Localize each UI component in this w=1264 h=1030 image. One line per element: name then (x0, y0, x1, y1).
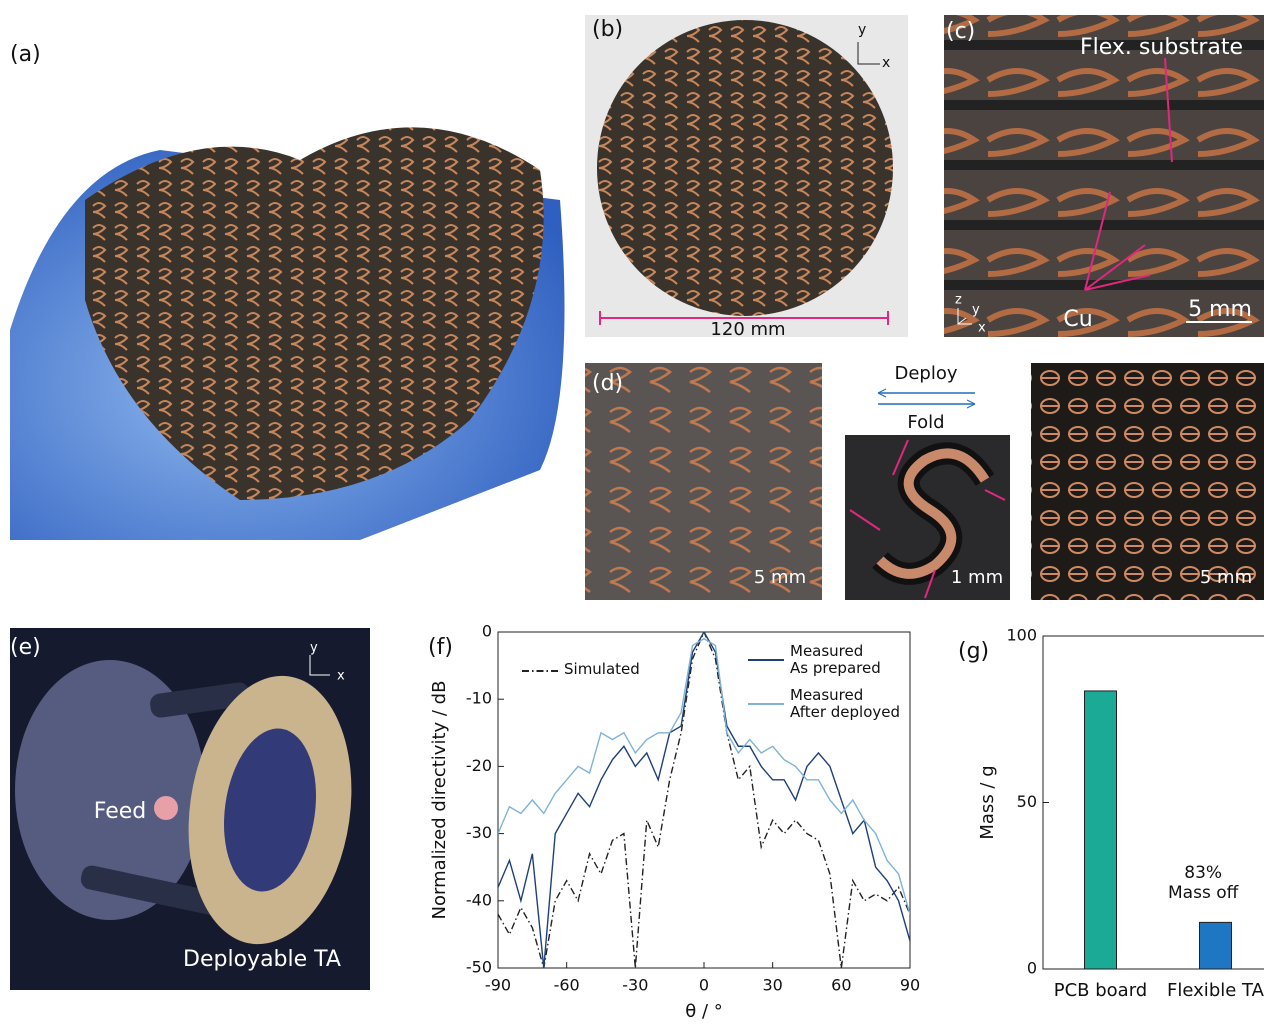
axis-label: y (858, 22, 866, 38)
photo-a (10, 127, 565, 540)
x-tick-label: 30 (762, 976, 782, 995)
y-tick-label: 0 (482, 622, 492, 641)
scale-label: 1 mm (951, 567, 1003, 588)
axis-label: z (955, 293, 962, 308)
arrow-label: Fold (907, 412, 944, 433)
panel-label: (b) (592, 17, 623, 42)
axis-label: x (337, 669, 345, 684)
callout: Cu (1063, 307, 1092, 332)
legend-label: Simulated (564, 661, 640, 678)
x-tick-label: -60 (554, 976, 580, 995)
axis-label: y (972, 303, 980, 318)
photo-d (585, 363, 1264, 600)
scale-label: 5 mm (1200, 567, 1252, 588)
scale-label: 5 mm (1188, 297, 1252, 322)
photo-b (585, 15, 908, 337)
bar (1200, 922, 1232, 969)
x-tick-label: -90 (485, 976, 511, 995)
x-tick-label: 60 (831, 976, 851, 995)
legend-label: Measured After deployed (790, 687, 900, 722)
panel-label: (e) (10, 635, 41, 660)
panel-label: (f) (428, 635, 453, 660)
arrow-label: Deploy (894, 363, 957, 384)
photo-c (944, 15, 1264, 337)
photo-e (10, 628, 370, 990)
callout: Flex. substrate (1080, 35, 1243, 60)
axis-label: x (978, 321, 986, 336)
bar (1085, 691, 1117, 969)
panel-label: (c) (946, 19, 975, 44)
callout: Feed (94, 799, 147, 824)
x-tick-label: Flexible TA (1167, 980, 1264, 1001)
series-line (498, 632, 910, 968)
y-tick-label: 50 (1017, 792, 1037, 811)
y-tick-label: -20 (466, 756, 492, 775)
panel-label: (d) (592, 371, 623, 396)
axis-label: x (882, 55, 890, 71)
y-tick-label: -30 (466, 823, 492, 842)
annotation: 83% Mass off (1168, 864, 1238, 903)
axis-frame (1043, 636, 1264, 969)
y-tick-label: -50 (466, 958, 492, 977)
scale-label: 5 mm (754, 567, 806, 588)
y-axis-label: Normalized directivity / dB (429, 681, 450, 920)
panel-label: (a) (10, 42, 41, 67)
y-tick-label: -40 (466, 890, 492, 909)
x-axis-label: θ / ° (685, 1001, 723, 1022)
x-tick-label: 90 (900, 976, 920, 995)
panel-label: (g) (958, 639, 989, 664)
axis-label: y (310, 641, 318, 656)
x-tick-label: 0 (699, 976, 709, 995)
callout: Deployable TA (183, 947, 341, 972)
x-tick-label: -30 (622, 976, 648, 995)
x-tick-label: PCB board (1054, 980, 1147, 1001)
figure-canvas: (a)(b)yx120 mm(c)Flex. substrateCu5 mmzy… (0, 0, 1264, 1030)
figure: (a)(b)yx120 mm(c)Flex. substrateCu5 mmzy… (0, 0, 1264, 1030)
scale-label: 120 mm (710, 319, 785, 340)
y-tick-label: 100 (1006, 626, 1037, 645)
legend-label: Measured As prepared (790, 643, 881, 678)
y-tick-label: -10 (466, 689, 492, 708)
y-axis-label: Mass / g (977, 765, 998, 839)
y-tick-label: 0 (1027, 959, 1037, 978)
series-line (498, 639, 910, 915)
